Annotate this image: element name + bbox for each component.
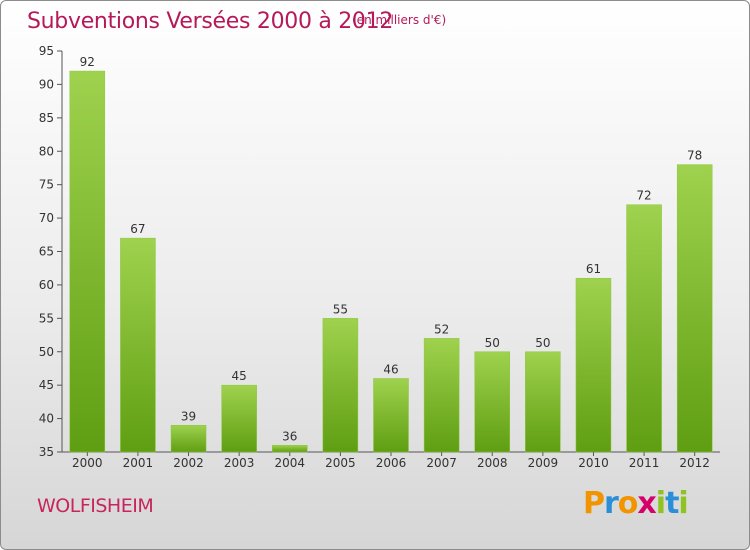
chart-bars xyxy=(69,70,713,453)
y-tick-label: 65 xyxy=(39,245,54,259)
x-tick-label-2011: 2011 xyxy=(629,456,660,470)
y-tick-label: 40 xyxy=(39,412,54,426)
x-tick-label-2002: 2002 xyxy=(173,456,204,470)
value-label-2001: 67 xyxy=(130,222,145,236)
value-label-2010: 61 xyxy=(586,262,601,276)
brand-letter: x xyxy=(637,486,656,521)
value-label-2004: 36 xyxy=(282,429,297,443)
brand-letter: o xyxy=(617,486,639,521)
value-label-2000: 92 xyxy=(80,55,95,69)
bar-2001 xyxy=(120,237,156,453)
y-tick-label: 55 xyxy=(39,311,54,325)
x-tick-label-2005: 2005 xyxy=(325,456,356,470)
x-tick-label-2010: 2010 xyxy=(578,456,609,470)
bar-2009 xyxy=(525,351,561,453)
x-tick-label-2012: 2012 xyxy=(679,456,710,470)
bar-2002 xyxy=(170,425,207,453)
bar-2004 xyxy=(272,445,308,453)
value-label-2009: 50 xyxy=(535,336,550,350)
value-label-2003: 45 xyxy=(232,369,247,383)
y-tick-label: 50 xyxy=(39,345,54,359)
brand-letter: i xyxy=(655,486,666,521)
y-tick-label: 75 xyxy=(39,178,54,192)
y-tick-label: 60 xyxy=(39,278,54,292)
brand-logo: Proxiti xyxy=(583,486,689,521)
value-label-2012: 78 xyxy=(687,149,702,163)
x-tick-label-2006: 2006 xyxy=(376,456,407,470)
value-label-2006: 46 xyxy=(383,362,398,376)
place-name: WOLFISHEIM xyxy=(37,495,154,517)
bar-2011 xyxy=(626,204,662,453)
bar-2000 xyxy=(69,70,106,453)
brand-letter: P xyxy=(583,486,605,521)
bar-2012 xyxy=(676,164,713,453)
chart-title: Subventions Versées 2000 à 2012 xyxy=(27,9,394,34)
bar-2007 xyxy=(423,338,460,453)
x-tick-label-2008: 2008 xyxy=(477,456,508,470)
x-tick-label-2007: 2007 xyxy=(426,456,457,470)
bar-2003 xyxy=(221,384,257,453)
bar-2005 xyxy=(322,318,359,453)
y-tick-label: 90 xyxy=(39,77,54,91)
value-label-2011: 72 xyxy=(636,189,651,203)
x-tick-label-2001: 2001 xyxy=(123,456,154,470)
brand-letter: i xyxy=(678,486,688,521)
brand-letter: t xyxy=(665,486,679,521)
y-tick-label: 35 xyxy=(39,445,54,459)
value-label-2008: 50 xyxy=(485,336,500,350)
y-tick-label: 45 xyxy=(39,378,54,392)
chart-subtitle: (en milliers d'€) xyxy=(352,13,447,27)
x-tick-label-2004: 2004 xyxy=(274,456,305,470)
bar-2006 xyxy=(373,378,409,453)
bar-2008 xyxy=(474,351,510,453)
brand-letter: r xyxy=(604,486,619,521)
y-tick-label: 70 xyxy=(39,211,54,225)
bar-2010 xyxy=(575,277,612,453)
y-tick-label: 85 xyxy=(39,111,54,125)
value-label-2005: 55 xyxy=(333,302,348,316)
value-label-2002: 39 xyxy=(181,409,196,423)
x-tick-label-2003: 2003 xyxy=(224,456,255,470)
value-label-2007: 52 xyxy=(434,322,449,336)
y-tick-label: 95 xyxy=(39,44,54,58)
chart-labels: 92 2000 67 2001 39 2002 45 2003 36 2004 55 2005 46 20… xyxy=(72,55,710,470)
y-tick-label: 80 xyxy=(39,144,54,158)
chart-axes: 35 40 45 50 55 60 65 70 75 80 85 90 95 xyxy=(39,44,720,459)
x-tick-label-2009: 2009 xyxy=(528,456,559,470)
x-tick-label-2000: 2000 xyxy=(72,456,103,470)
